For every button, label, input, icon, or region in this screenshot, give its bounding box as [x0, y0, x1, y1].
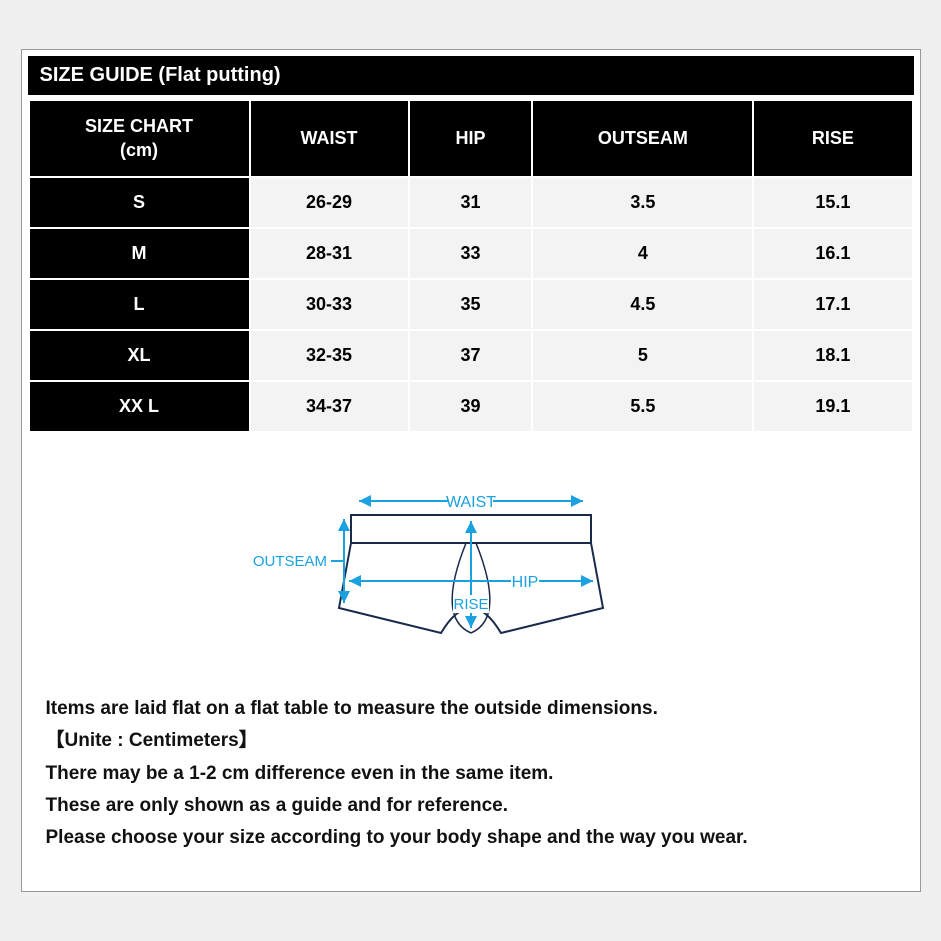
- row-label: XX L: [29, 381, 250, 432]
- notes-block: Items are laid flat on a flat table to m…: [28, 673, 914, 884]
- diagram-label-hip: HIP: [511, 574, 538, 591]
- row-label: XL: [29, 330, 250, 381]
- row-label: S: [29, 177, 250, 228]
- table-row: L30-33354.517.1: [29, 279, 913, 330]
- size-table-body: S26-29313.515.1M28-3133416.1L30-33354.51…: [29, 177, 913, 432]
- cell-value: 15.1: [753, 177, 912, 228]
- cell-value: 4.5: [532, 279, 753, 330]
- cell-value: 39: [409, 381, 533, 432]
- cell-value: 31: [409, 177, 533, 228]
- col-header-outseam: OUTSEAM: [532, 100, 753, 177]
- cell-value: 5: [532, 330, 753, 381]
- note-line: These are only shown as a guide and for …: [46, 790, 896, 822]
- table-row: XL32-3537518.1: [29, 330, 913, 381]
- row-label: M: [29, 228, 250, 279]
- col-header-rise: RISE: [753, 100, 912, 177]
- cell-value: 17.1: [753, 279, 912, 330]
- cell-value: 32-35: [250, 330, 409, 381]
- cell-value: 3.5: [532, 177, 753, 228]
- measurement-diagram: WAIST HIP RISE OUTSEAM: [28, 433, 914, 673]
- cell-value: 16.1: [753, 228, 912, 279]
- cell-value: 34-37: [250, 381, 409, 432]
- table-row: XX L34-37395.519.1: [29, 381, 913, 432]
- diagram-label-waist: WAIST: [445, 494, 495, 511]
- cell-value: 4: [532, 228, 753, 279]
- cell-value: 35: [409, 279, 533, 330]
- table-row: S26-29313.515.1: [29, 177, 913, 228]
- cell-value: 33: [409, 228, 533, 279]
- cell-value: 28-31: [250, 228, 409, 279]
- table-row: M28-3133416.1: [29, 228, 913, 279]
- note-line: 【Unite : Centimeters】: [46, 725, 896, 757]
- diagram-label-rise: RISE: [453, 596, 488, 613]
- col-header-size: SIZE CHART (cm): [29, 100, 250, 177]
- cell-value: 37: [409, 330, 533, 381]
- note-line: Items are laid flat on a flat table to m…: [46, 693, 896, 725]
- size-chart-table: SIZE CHART (cm) WAIST HIP OUTSEAM RISE S…: [28, 99, 914, 433]
- size-guide-page: SIZE GUIDE (Flat putting) SIZE CHART (cm…: [21, 49, 921, 891]
- note-line: There may be a 1-2 cm difference even in…: [46, 758, 896, 790]
- diagram-label-outseam: OUTSEAM: [252, 553, 326, 570]
- cell-value: 30-33: [250, 279, 409, 330]
- note-line: Please choose your size according to you…: [46, 822, 896, 854]
- cell-value: 5.5: [532, 381, 753, 432]
- cell-value: 26-29: [250, 177, 409, 228]
- cell-value: 18.1: [753, 330, 912, 381]
- row-label: L: [29, 279, 250, 330]
- page-title: SIZE GUIDE (Flat putting): [28, 56, 914, 95]
- cell-value: 19.1: [753, 381, 912, 432]
- col-header-hip: HIP: [409, 100, 533, 177]
- col-header-waist: WAIST: [250, 100, 409, 177]
